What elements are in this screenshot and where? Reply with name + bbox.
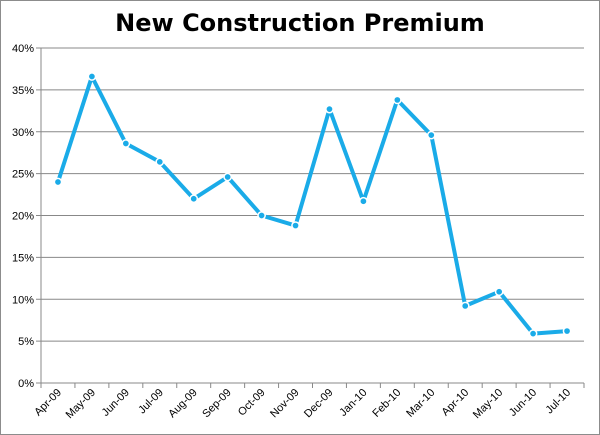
- data-point: [494, 287, 504, 297]
- x-tick-label: Nov-09: [268, 387, 302, 421]
- y-tick-label: 30%: [12, 127, 34, 139]
- data-point: [562, 326, 572, 336]
- x-tick-label: May-10: [471, 387, 505, 421]
- data-point: [528, 329, 538, 338]
- chart-title: New Construction Premium: [115, 9, 485, 37]
- y-tick-label: 25%: [12, 169, 34, 181]
- data-point: [189, 194, 199, 204]
- x-tick-label: Apr-09: [32, 387, 64, 419]
- y-tick-label: 15%: [12, 252, 34, 264]
- data-point: [257, 211, 266, 220]
- data-point: [460, 301, 470, 311]
- x-tick-label: Jul-10: [543, 387, 573, 417]
- x-tick-label: May-09: [64, 387, 98, 421]
- data-point: [155, 157, 165, 167]
- x-tick-label: Jul-09: [136, 387, 166, 417]
- data-point: [325, 104, 334, 114]
- x-tick-label: Oct-09: [236, 387, 268, 419]
- x-tick-label: Jun-09: [100, 387, 132, 419]
- x-tick-label: Dec-09: [302, 387, 336, 421]
- data-point: [392, 95, 402, 105]
- y-tick-label: 5%: [18, 336, 34, 348]
- x-tick-label: Sep-09: [200, 387, 234, 421]
- y-tick-label: 40%: [12, 43, 34, 55]
- data-point: [291, 221, 300, 230]
- x-tick-label: Jun-10: [507, 387, 539, 419]
- series-layer: [53, 72, 572, 338]
- x-tick-label: Apr-10: [439, 387, 471, 419]
- series-line: [56, 74, 569, 336]
- axes: [36, 47, 585, 388]
- x-tick-label: Mar-10: [404, 387, 437, 420]
- data-point: [87, 72, 97, 81]
- y-tick-label: 10%: [12, 294, 34, 306]
- data-point: [223, 172, 233, 182]
- y-tick-label: 20%: [12, 211, 34, 223]
- x-axis-tick-labels: Apr-09 May-09 Jun-09 Jul-09 Aug-09 Sep-09 Oct-…: [32, 387, 573, 421]
- y-tick-label: 35%: [12, 85, 34, 97]
- x-tick-label: Jan-10: [337, 387, 369, 419]
- x-tick-label: Feb-10: [370, 387, 403, 420]
- y-axis-tick-labels: 0% 5% 10% 15% 20% 25% 30% 35% 40%: [12, 43, 34, 390]
- x-tick-label: Aug-09: [166, 387, 200, 421]
- y-tick-label: 0%: [18, 378, 34, 390]
- data-point: [121, 139, 131, 148]
- data-point: [53, 177, 63, 187]
- data-point: [426, 130, 436, 140]
- data-point: [359, 196, 368, 206]
